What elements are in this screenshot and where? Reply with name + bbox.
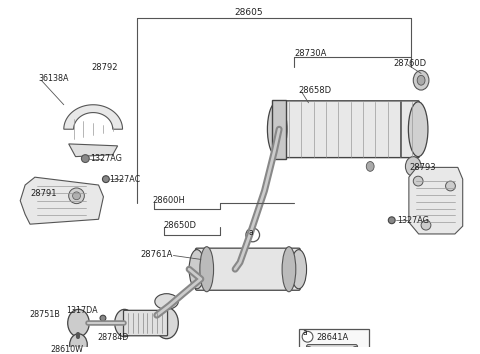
Ellipse shape [301, 347, 315, 354]
Circle shape [82, 155, 89, 162]
Circle shape [421, 220, 431, 230]
Ellipse shape [408, 102, 428, 156]
Circle shape [72, 192, 81, 200]
Ellipse shape [267, 102, 287, 156]
Bar [299, 329, 369, 354]
FancyBboxPatch shape [195, 248, 300, 290]
Text: 1327AG: 1327AG [90, 154, 122, 163]
Ellipse shape [406, 156, 421, 176]
Ellipse shape [291, 250, 307, 289]
Ellipse shape [282, 247, 296, 292]
Ellipse shape [417, 75, 425, 85]
Circle shape [100, 315, 106, 321]
Text: 28791: 28791 [31, 189, 57, 198]
Ellipse shape [189, 250, 205, 289]
Text: 28784D: 28784D [97, 333, 129, 342]
Text: 1327AC: 1327AC [109, 175, 140, 184]
Text: 28792: 28792 [91, 63, 118, 72]
Text: 28650D: 28650D [164, 221, 197, 230]
Text: 36138A: 36138A [38, 74, 69, 84]
Text: 28641A: 28641A [316, 333, 348, 342]
Text: 28605: 28605 [235, 8, 263, 17]
Circle shape [69, 188, 84, 204]
Circle shape [246, 228, 260, 242]
Text: 28610W: 28610W [50, 344, 83, 354]
Polygon shape [409, 167, 463, 234]
FancyBboxPatch shape [123, 310, 168, 336]
Text: 28600H: 28600H [152, 196, 185, 205]
Circle shape [388, 217, 395, 224]
Circle shape [302, 331, 313, 342]
Ellipse shape [115, 309, 134, 337]
Polygon shape [20, 177, 103, 224]
Ellipse shape [155, 307, 179, 339]
Ellipse shape [70, 334, 87, 354]
Text: 1317DA: 1317DA [66, 307, 97, 315]
Text: 28658D: 28658D [299, 86, 332, 95]
Circle shape [445, 181, 456, 191]
Text: 28760D: 28760D [394, 59, 427, 68]
Ellipse shape [68, 309, 89, 337]
Text: a: a [303, 329, 308, 337]
Circle shape [102, 176, 109, 183]
Text: 28730A: 28730A [295, 49, 327, 58]
FancyBboxPatch shape [276, 101, 419, 158]
Circle shape [413, 176, 423, 186]
Ellipse shape [366, 161, 374, 171]
Polygon shape [64, 105, 122, 129]
FancyBboxPatch shape [307, 344, 358, 354]
Text: 28761A: 28761A [140, 250, 172, 259]
Bar [272, 100, 286, 159]
Ellipse shape [200, 247, 214, 292]
Ellipse shape [155, 294, 179, 309]
Ellipse shape [348, 347, 362, 354]
Text: a: a [248, 228, 253, 238]
Polygon shape [69, 144, 118, 156]
Text: 1327AG: 1327AG [397, 216, 430, 225]
Text: 28793: 28793 [409, 162, 436, 171]
Text: 28751B: 28751B [30, 310, 60, 319]
Ellipse shape [413, 70, 429, 90]
